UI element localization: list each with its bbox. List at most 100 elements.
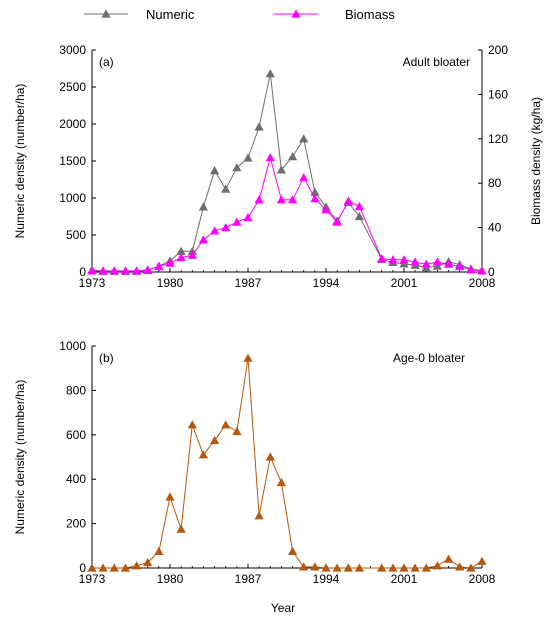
numeric-series-marker [265, 69, 275, 78]
age0-series-marker [87, 563, 97, 572]
biomass-series-marker [477, 266, 487, 275]
biomass-series-marker [388, 255, 398, 264]
panel-a-y2label: Biomass density (kg/ha) [529, 97, 543, 225]
age0-series-line [92, 358, 483, 569]
b-xtick-label: 1980 [157, 572, 184, 586]
panel-b-ylabel: Numeric density (number/ha) [13, 380, 27, 535]
numeric-series-marker [243, 153, 253, 162]
age0-series-marker [354, 563, 364, 572]
a-ytick-label: 3000 [59, 43, 86, 57]
panel-a-x-ticks: 1973 1980 1987 1994 2001 2008 [79, 268, 496, 290]
panel-a-y2-ticks: 0 40 80 120 160 200 [478, 43, 508, 279]
biomass-series-marker [265, 153, 275, 162]
biomass-series-marker [288, 195, 298, 204]
biomass-series-marker [109, 266, 119, 275]
a-y2tick-label: 0 [488, 265, 495, 279]
legend-numeric-marker [101, 9, 111, 18]
age0-series-marker [243, 353, 253, 362]
a-ytick-label: 500 [66, 228, 86, 242]
biomass-series-marker [321, 205, 331, 214]
b-xtick-label: 1987 [235, 572, 262, 586]
panel-b-annotation: Age-0 bloater [393, 351, 465, 365]
numeric-series-marker [176, 246, 186, 255]
panel-a: 1973 1980 1987 1994 2001 2008 0 500 1000 1500 200… [13, 43, 543, 290]
age0-series-marker [120, 563, 130, 572]
a-xtick-label: 1980 [157, 276, 184, 290]
age0-series-marker [187, 420, 197, 429]
numeric-series-marker [232, 163, 242, 172]
b-ytick-label: 600 [66, 428, 86, 442]
biomass-series-line [92, 155, 483, 272]
b-ytick-label: 1000 [59, 339, 86, 353]
age0-series-marker [210, 435, 220, 444]
biomass-series-marker [421, 259, 431, 268]
panel-b-x-ticks: 1973 1980 1987 1994 2001 2008 [79, 564, 496, 586]
age0-series-marker [432, 561, 442, 570]
biomass-series-marker [354, 201, 364, 211]
biomass-series-marker [132, 266, 142, 275]
panel-a-series [87, 69, 487, 275]
a-xtick-label: 1987 [235, 276, 262, 290]
biomass-series-marker [332, 217, 342, 226]
legend-biomass-label: Biomass [345, 7, 395, 22]
age0-series-marker [466, 563, 476, 572]
numeric-series-marker [198, 202, 208, 211]
biomass-series-marker [210, 226, 220, 235]
age0-series-marker [388, 563, 398, 572]
panel-b-label: (b) [99, 351, 114, 365]
age0-series-marker [143, 557, 153, 567]
age0-series-marker [399, 563, 409, 572]
biomass-series-marker [187, 250, 197, 259]
age0-series-marker [254, 511, 264, 520]
age0-series-marker [132, 561, 142, 570]
biomass-series-marker [410, 257, 420, 266]
biomass-series-marker [377, 254, 387, 263]
a-y2tick-label: 40 [488, 221, 502, 235]
legend: Numeric Biomass [84, 7, 395, 22]
biomass-series-marker [221, 223, 231, 232]
biomass-series-marker [299, 173, 309, 182]
numeric-series-marker [254, 122, 264, 131]
age0-series-marker [232, 426, 242, 436]
age0-series-marker [321, 563, 331, 572]
age0-series-marker [276, 477, 286, 487]
age0-series-marker [299, 562, 309, 571]
panel-b-y-ticks: 0 200 400 600 800 1000 [59, 339, 96, 575]
age0-series-marker [332, 563, 342, 572]
legend-biomass-marker [291, 9, 301, 18]
age0-series-marker [165, 492, 175, 501]
age0-series-marker [98, 563, 108, 572]
legend-numeric-label: Numeric [146, 7, 195, 22]
numeric-series-marker [221, 184, 231, 193]
panel-b-axes [91, 346, 482, 569]
a-xtick-label: 2001 [391, 276, 418, 290]
a-y2tick-label: 200 [488, 43, 508, 57]
age0-series-marker [154, 546, 164, 555]
a-ytick-label: 1500 [59, 154, 86, 168]
numeric-series-line [91, 73, 483, 272]
age0-series-marker [410, 563, 420, 572]
age0-series-marker [477, 556, 487, 565]
biomass-series-marker [444, 259, 454, 268]
b-ytick-label: 800 [66, 383, 86, 397]
numeric-series-marker [276, 165, 286, 174]
biomass-series-marker [154, 261, 164, 271]
panel-b: 1973 1980 1987 1994 2001 2008 0 200 400 600 800 10… [13, 339, 496, 586]
biomass-series-marker [98, 266, 108, 275]
panel-a-axes [91, 50, 483, 273]
a-ytick-label: 0 [79, 265, 86, 279]
age0-series-marker [221, 420, 231, 429]
biomass-series-marker [432, 257, 442, 266]
b-xtick-label: 1994 [313, 572, 340, 586]
biomass-series-marker [343, 196, 353, 205]
panel-a-y-ticks: 0 500 1000 1500 2000 2500 3000 [59, 43, 96, 279]
b-ytick-label: 400 [66, 472, 86, 486]
biomass-series-marker [310, 194, 320, 203]
age0-series-marker [421, 563, 431, 572]
panel-a-ylabel: Numeric density (number/ha) [13, 84, 27, 239]
biomass-series-marker [198, 235, 208, 244]
biomass-series-marker [243, 213, 253, 222]
x-axis-title: Year [271, 601, 295, 615]
age0-series-marker [198, 450, 208, 459]
